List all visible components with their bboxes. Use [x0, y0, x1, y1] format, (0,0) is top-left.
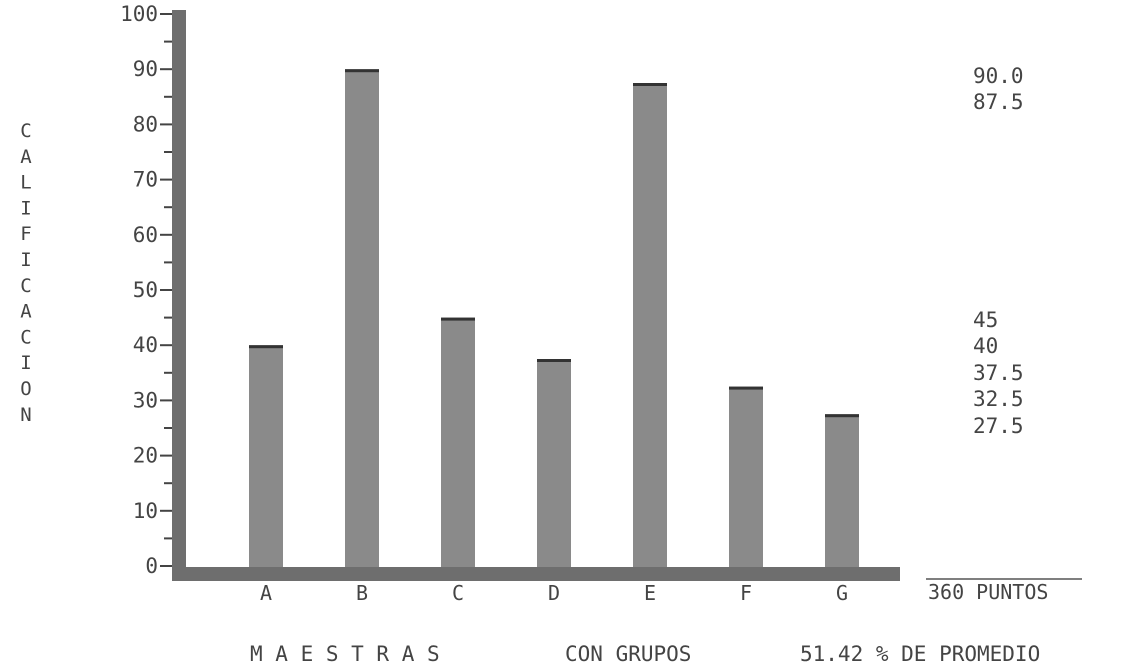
y-axis-title-char: A: [20, 301, 32, 323]
category-label-G: G: [836, 581, 848, 605]
bar-F: [729, 386, 763, 568]
bar-A: [249, 345, 283, 568]
category-labels: A B C D E F G: [260, 581, 848, 605]
bar-top-D: [537, 359, 571, 362]
footer-groups: CON GRUPOS: [565, 642, 691, 666]
y-axis-title-char: F: [20, 223, 31, 245]
y-axis-title-char: C: [20, 275, 31, 297]
x-axis-line: [172, 567, 900, 581]
bar-G: [825, 414, 859, 568]
category-label-E: E: [644, 581, 656, 605]
y-axis-title-char: A: [20, 146, 32, 168]
y-tick-label: 40: [133, 333, 158, 357]
bar-top-G: [825, 414, 859, 418]
y-tick-label: 80: [133, 112, 158, 136]
value-label: 90.0: [973, 64, 1024, 88]
value-label: 87.5: [973, 90, 1024, 114]
bar-top-F: [729, 386, 763, 390]
bar-E: [633, 83, 667, 568]
y-axis-title-char: N: [20, 404, 31, 426]
bar-top-C: [441, 317, 475, 321]
y-tick-label: 100: [120, 2, 158, 26]
total-label: 360 PUNTOS: [928, 580, 1048, 604]
y-tick-label: 50: [133, 278, 158, 302]
y-tick-label: 90: [133, 57, 158, 81]
value-label: 32.5: [973, 387, 1024, 411]
y-tick-label: 30: [133, 388, 158, 412]
y-axis-title-char: I: [20, 352, 31, 374]
bars: [249, 69, 859, 568]
bar-B: [345, 69, 379, 568]
y-axis-title-char: L: [20, 172, 31, 194]
y-tick-label: 70: [133, 168, 158, 192]
y-tick-label: 0: [145, 554, 158, 578]
category-label-A: A: [260, 581, 272, 605]
bar-C: [441, 317, 475, 568]
y-axis-title-char: C: [20, 326, 31, 348]
category-label-B: B: [356, 581, 368, 605]
bar-top-A: [249, 345, 283, 349]
category-label-D: D: [548, 581, 560, 605]
footer-average: 51.42 % DE PROMEDIO: [800, 642, 1040, 666]
y-tick-label: 10: [133, 499, 158, 523]
x-axis: [172, 567, 900, 581]
category-label-C: C: [452, 581, 464, 605]
y-axis-title-char: I: [20, 249, 31, 271]
bar-D: [537, 359, 571, 568]
y-tick-label: 60: [133, 223, 158, 247]
y-axis-title-char: O: [20, 378, 31, 400]
y-axis: 0 10 20 30 40 50 60 70 80 90 100: [120, 2, 186, 580]
y-tick-label: 20: [133, 444, 158, 468]
value-label: 40: [973, 334, 998, 358]
x-axis-title: M A E S T R A S: [250, 642, 440, 666]
value-label: 45: [973, 308, 998, 332]
y-axis-title-char: C: [20, 120, 31, 142]
value-label: 27.5: [973, 414, 1024, 438]
category-label-F: F: [740, 581, 752, 605]
y-axis-title-char: I: [20, 197, 31, 219]
value-label: 37.5: [973, 361, 1024, 385]
bar-top-E: [633, 83, 667, 86]
bar-top-B: [345, 69, 379, 73]
y-axis-line: [172, 10, 186, 580]
